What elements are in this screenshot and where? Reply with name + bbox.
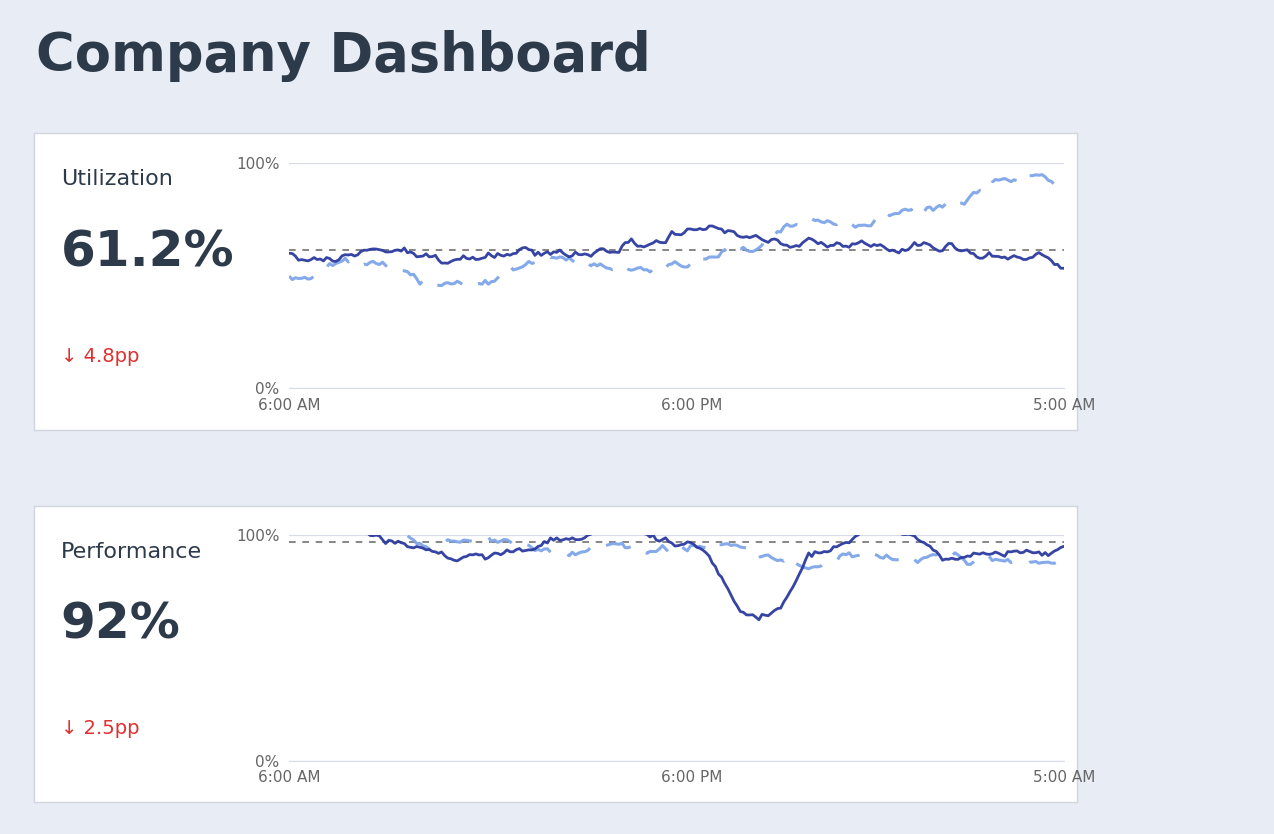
Text: Performance: Performance [61,542,201,562]
Text: 92%: 92% [61,601,181,649]
Text: Utilization: Utilization [61,169,172,189]
Text: ↓ 4.8pp: ↓ 4.8pp [61,347,139,365]
Text: 61.2%: 61.2% [61,229,234,276]
Text: Company Dashboard: Company Dashboard [36,30,651,83]
Text: ↓ 2.5pp: ↓ 2.5pp [61,720,139,738]
